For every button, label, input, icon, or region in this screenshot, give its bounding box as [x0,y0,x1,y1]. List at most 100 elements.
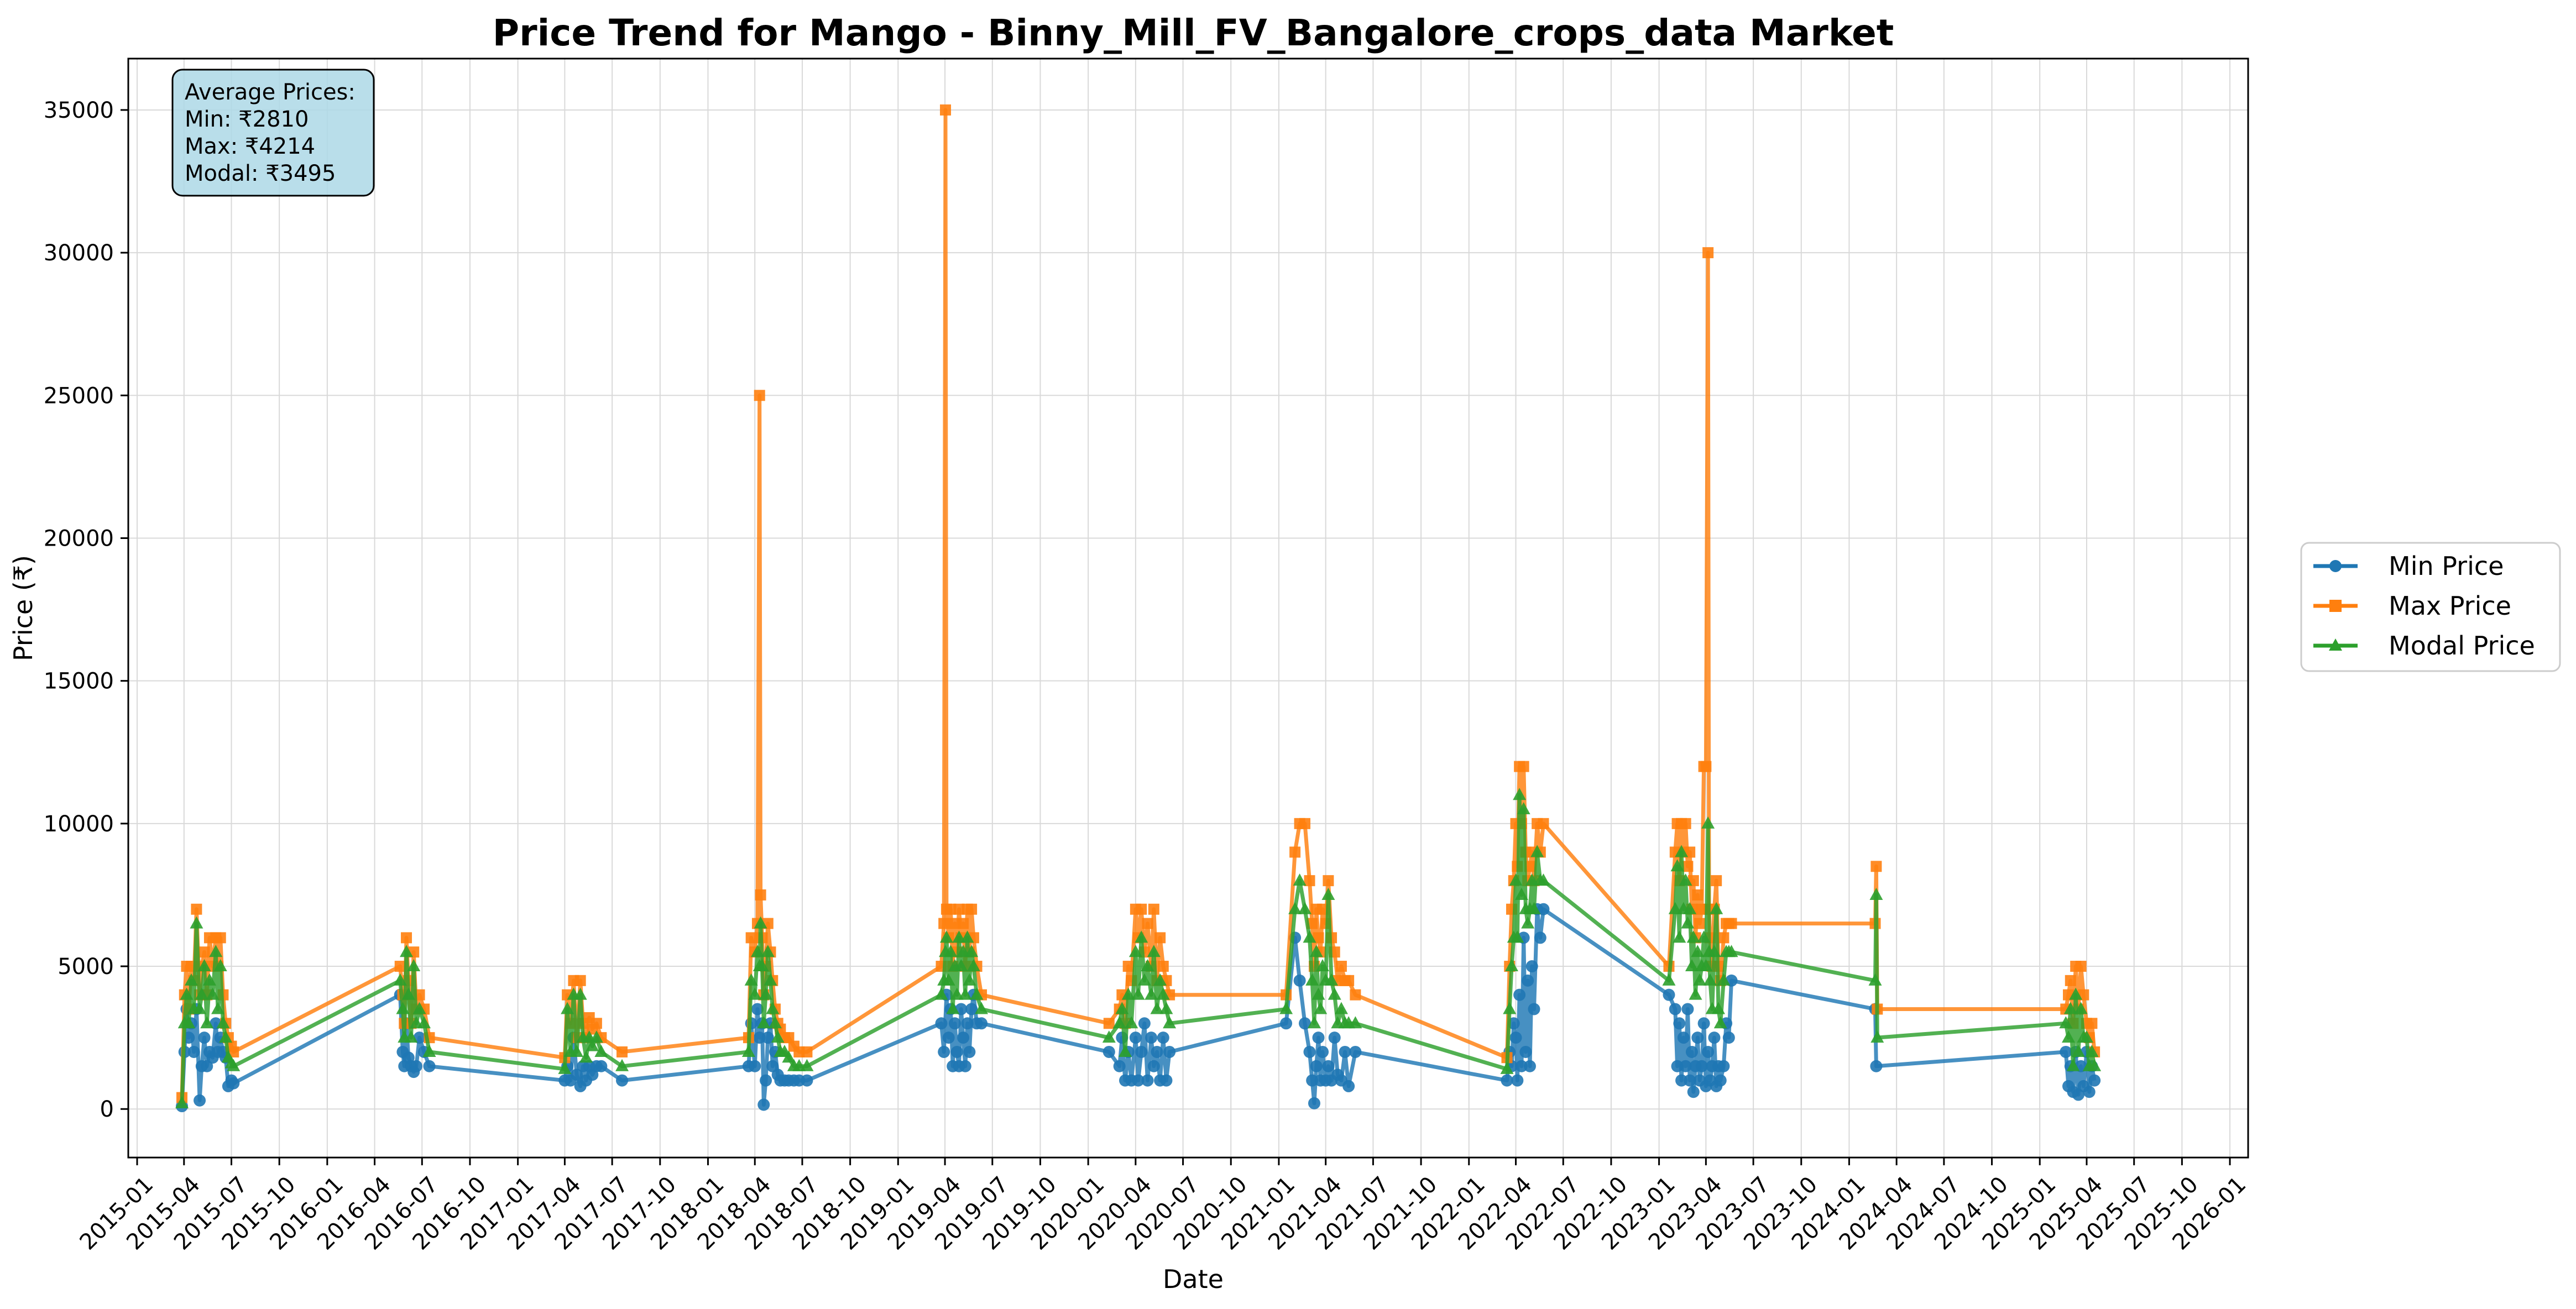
modal-price-point [1500,1061,1514,1074]
min-price-point [1132,1074,1145,1087]
modal-price-point [2074,1002,2088,1014]
modal-price-point [401,987,415,1000]
min-price-point [1316,1045,1329,1058]
min-price-point [1328,1032,1341,1044]
modal-price-point [975,1002,989,1014]
min-price-point [1322,1060,1335,1072]
modal-price-point [759,987,773,1000]
min-price-point [1312,1032,1325,1044]
min-price-point [1141,1074,1154,1087]
min-price-point [1673,1017,1686,1030]
modal-price-point [950,987,964,1000]
min-price-point [749,1060,761,1072]
max-price-point [401,932,412,944]
modal-price-point [1309,945,1323,957]
modal-price-point [1298,902,1312,914]
modal-price-point [227,1059,241,1071]
modal-price-point [2066,1059,2080,1071]
min-price-point [1519,1045,1532,1058]
max-price-point [801,1046,813,1057]
min-price-point [942,1032,955,1044]
modal-price-point [1288,902,1302,914]
max-price-point [938,918,950,929]
min-price-point [1717,1060,1730,1072]
modal-price-point [1328,987,1341,1000]
modal-price-point [800,1059,814,1071]
max-price-point [949,918,960,929]
modal-price-point [1675,845,1689,857]
modal-price-point [1683,902,1697,914]
max-price-point [574,975,586,986]
series-min-price [176,903,2101,1113]
average-max-price: Max: ₹4214 [185,134,315,159]
modal-price-point [741,1044,755,1057]
modal-price-point [1141,959,1154,972]
modal-price-point [2069,987,2083,1000]
modal-price-point [396,1002,410,1014]
modal-price-point [768,1016,782,1029]
min-price-point [961,1017,974,1030]
max-price-point [1343,975,1355,986]
modal-price-point [1710,902,1723,914]
max-price-point [1711,875,1722,887]
modal-price-point [1102,1030,1116,1043]
max-price-point [1122,961,1134,972]
max-price-point [191,903,202,915]
min-price-point [753,1032,766,1044]
min-price-point [423,1060,436,1072]
modal-price-point [211,1002,225,1014]
max-price-point [958,918,969,929]
min-price-point [1163,1045,1176,1058]
modal-price-point [190,916,203,929]
legend-label-modal-price: Modal Price [2389,631,2535,661]
max-price-point [1680,818,1691,829]
modal-price-point [1115,1002,1129,1014]
min-price-point [1349,1045,1362,1058]
min-price-point [227,1077,240,1090]
max-price-point [783,1032,795,1044]
max-price-point [953,903,965,915]
modal-price-point [202,973,216,986]
modal-price-point [1159,1002,1173,1014]
modal-price-point [1307,1016,1321,1029]
legend-item-modal-price: Modal Price [2313,631,2535,661]
max-price-point [1148,903,1159,915]
modal-price-point [754,916,767,929]
modal-price-point [570,1044,584,1057]
max-price-point [1692,889,1704,900]
min-price-point [801,1074,813,1087]
max-price-point [1289,846,1301,858]
modal-price-point [1303,930,1316,943]
modal-price-point [960,930,974,943]
modal-price-point [946,1002,960,1014]
modal-price-point [1707,945,1721,957]
modal-price-point [939,930,953,943]
min-price-point [1151,1045,1163,1058]
modal-price-point [1717,973,1731,986]
min-price-point [1306,1074,1319,1087]
modal-price-point [1156,987,1170,1000]
min-price-point [1113,1060,1126,1072]
max-price-point [1154,932,1166,944]
average-prices-heading: Average Prices: [185,80,356,105]
chart-title: Price Trend for Mango - Binny_Mill_FV_Ba… [493,12,1894,54]
min-price-point [2088,1074,2101,1087]
max-price-point [1335,961,1347,972]
min-price-point [950,1045,963,1058]
modal-price-point [1311,987,1325,1000]
legend-marker-min-price [2329,560,2342,572]
min-price-point [1708,1032,1721,1044]
min-price-point [1684,1074,1696,1087]
min-price-point [571,1069,583,1081]
modal-price-point [1697,930,1711,943]
modal-price-point [1504,959,1518,972]
modal-price-point [417,1016,431,1029]
modal-price-point [1868,973,1882,986]
y-tick-label: 15000 [44,669,114,694]
modal-price-point [771,1030,785,1043]
modal-price-point [1668,902,1682,914]
min-price-point [2060,1045,2072,1058]
min-price-point [1102,1045,1115,1058]
modal-price-point [1513,788,1527,800]
modal-price-point [963,973,976,986]
